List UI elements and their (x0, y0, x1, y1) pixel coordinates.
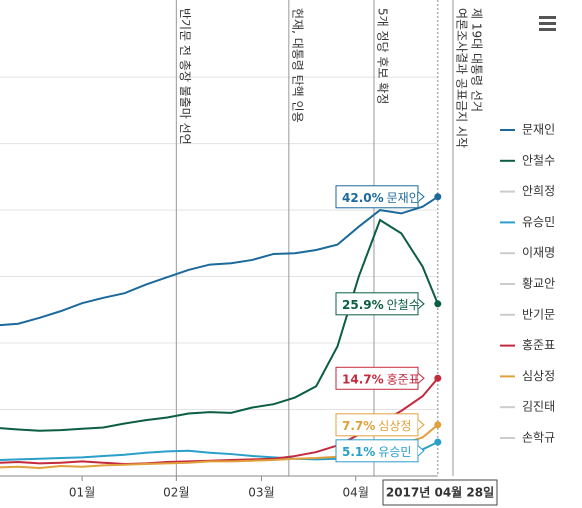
legend-label: 홍준표 (522, 338, 555, 352)
value-label-name: 문재인 (387, 190, 420, 204)
annotation-text: 제 19대 대통령 선거 (470, 8, 484, 112)
value-label-name: 안철수 (387, 297, 420, 311)
cursor-label: 2017년 04월 28일 (386, 485, 494, 500)
legend-item[interactable]: 황교안 (500, 277, 555, 291)
annotation-text: 헌재, 대통령 탄핵 인용 (290, 8, 304, 123)
legend-item[interactable]: 홍준표 (500, 338, 555, 352)
x-tick-label: 04월 (343, 486, 369, 500)
label-pointer (417, 191, 425, 203)
value-label: 7.7% 심상정 (342, 418, 411, 432)
menu-bar (539, 16, 556, 19)
legend-label: 문재인 (522, 123, 555, 137)
legend-label: 손학규 (522, 431, 555, 445)
x-tick-label: 03월 (248, 486, 274, 500)
annotation-text: 5개 정당 후보 확정 (375, 8, 389, 104)
value-label-name: 홍준표 (387, 372, 420, 386)
legend-item[interactable]: 안철수 (500, 153, 555, 167)
end-point (434, 300, 442, 308)
annotation-text: 반기문 전 총장 불출마 선언 (178, 8, 192, 145)
label-pointer (417, 419, 425, 431)
legend-label: 김진태 (522, 400, 555, 414)
menu-bar (539, 22, 556, 25)
legend-item[interactable]: 반기문 (500, 307, 555, 321)
value-label: 5.1% 유승민 (342, 444, 411, 458)
legend-item[interactable]: 안희정 (500, 184, 555, 198)
menu-bar (539, 28, 556, 31)
value-label-name: 심상정 (378, 418, 411, 432)
legend-label: 안희정 (522, 184, 555, 198)
x-tick-label: 01월 (69, 486, 95, 500)
value-label: 42.0% 문재인 (342, 190, 420, 204)
legend-item[interactable]: 손학규 (500, 431, 555, 445)
value-label-number: 7.7% (342, 418, 375, 432)
legend-label: 이재명 (522, 246, 555, 260)
annotation-text: 여론조사결과 공표금지 시작 (455, 8, 469, 148)
value-label: 14.7% 홍준표 (342, 372, 420, 386)
legend-item[interactable]: 이재명 (500, 246, 555, 260)
value-label-number: 42.0% (342, 190, 384, 204)
legend-item[interactable]: 심상정 (500, 369, 555, 383)
legend-item[interactable]: 문재인 (500, 123, 555, 137)
menu-icon[interactable] (539, 16, 556, 31)
legend-label: 심상정 (522, 369, 555, 383)
label-pointer (417, 445, 425, 457)
end-point (434, 438, 442, 446)
series-line (0, 218, 439, 432)
legend-label: 반기문 (522, 307, 555, 321)
label-pointer (417, 372, 425, 384)
value-label: 25.9% 안철수 (342, 297, 420, 311)
series-line (0, 195, 439, 327)
label-pointer (417, 298, 425, 310)
value-label-name: 유승민 (378, 444, 411, 458)
end-point (434, 193, 442, 201)
value-label-number: 14.7% (342, 372, 384, 386)
legend-item[interactable]: 김진태 (500, 400, 555, 414)
value-label-number: 25.9% (342, 297, 384, 311)
legend-label: 황교안 (522, 277, 555, 291)
cursor-box (382, 479, 498, 506)
value-label-number: 5.1% (342, 444, 375, 458)
end-point (434, 374, 442, 382)
legend-label: 안철수 (522, 153, 555, 167)
legend-label: 유승민 (522, 215, 555, 229)
end-point (434, 421, 442, 429)
legend-item[interactable]: 유승민 (500, 215, 555, 229)
x-tick-label: 02월 (163, 486, 189, 500)
